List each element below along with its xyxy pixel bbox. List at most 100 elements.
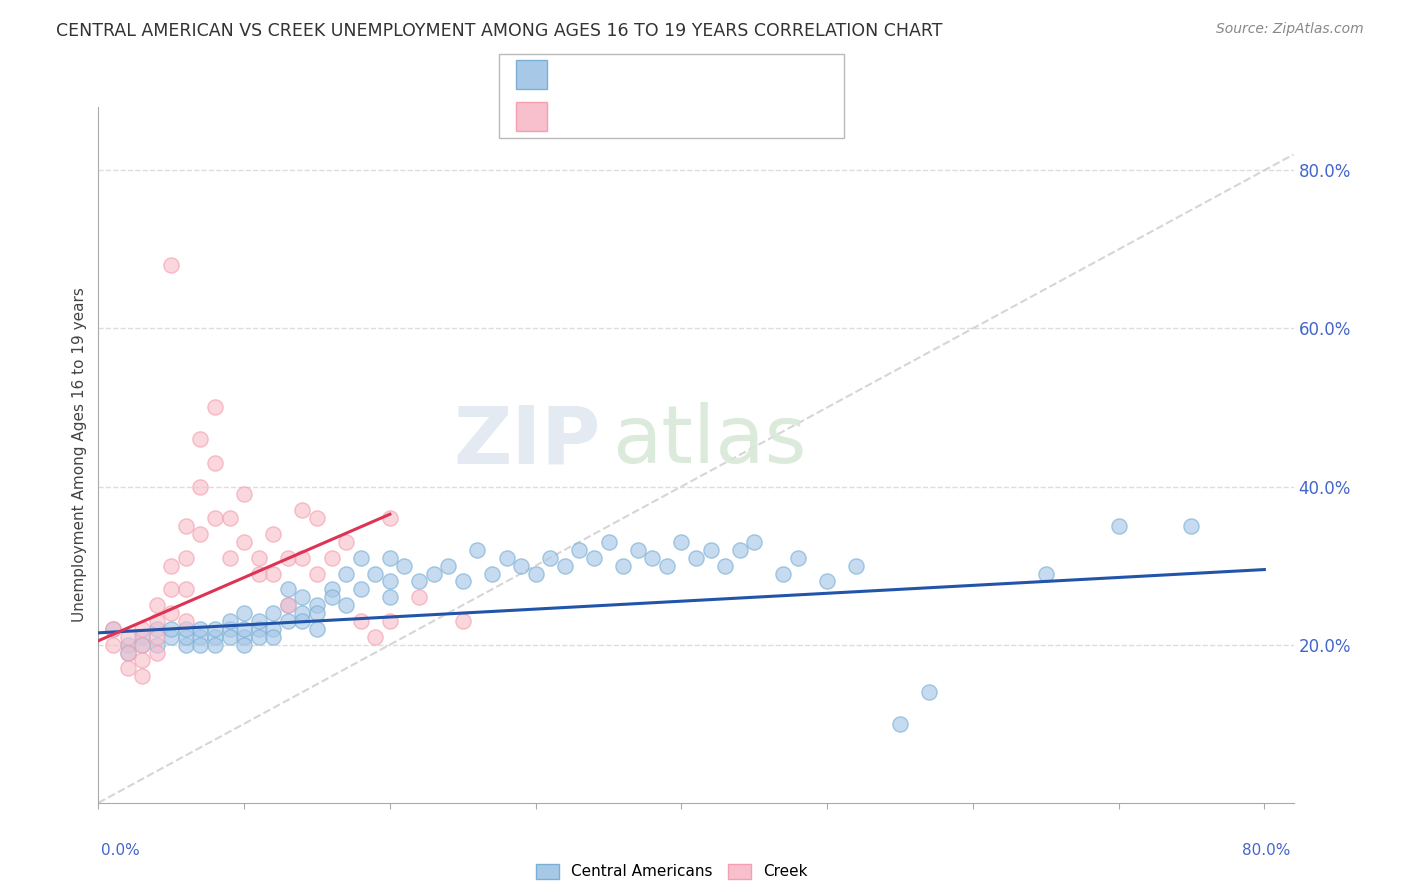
Point <box>174 614 197 628</box>
Point <box>495 550 517 565</box>
Point <box>262 606 284 620</box>
Point <box>174 582 197 597</box>
Point <box>612 558 634 573</box>
Point <box>538 550 561 565</box>
Point <box>190 630 212 644</box>
Point <box>378 511 401 525</box>
Point <box>204 401 226 415</box>
Point <box>131 622 153 636</box>
Point <box>305 566 328 581</box>
Point <box>233 630 256 644</box>
Point <box>364 566 387 581</box>
Point <box>291 503 314 517</box>
Point <box>291 550 314 565</box>
Point <box>204 638 226 652</box>
Point <box>582 550 605 565</box>
Point <box>174 638 197 652</box>
Point <box>291 606 314 620</box>
Point <box>321 550 343 565</box>
Point <box>262 527 284 541</box>
Point <box>101 622 124 636</box>
Point <box>160 630 183 644</box>
Point <box>131 669 153 683</box>
Text: ZIP: ZIP <box>453 402 600 480</box>
Point <box>174 550 197 565</box>
Point <box>218 511 240 525</box>
Point <box>699 542 721 557</box>
Point <box>101 638 124 652</box>
Point <box>714 558 737 573</box>
Point <box>787 550 810 565</box>
Point <box>218 614 240 628</box>
Point <box>408 574 430 589</box>
Point <box>131 630 153 644</box>
Text: Source: ZipAtlas.com: Source: ZipAtlas.com <box>1216 22 1364 37</box>
Point <box>233 638 256 652</box>
Point <box>233 606 256 620</box>
Point <box>131 638 153 652</box>
Point <box>204 630 226 644</box>
Point <box>277 598 299 612</box>
Point <box>321 591 343 605</box>
Legend: Central Americans, Creek: Central Americans, Creek <box>530 857 814 886</box>
Point <box>117 638 139 652</box>
Point <box>190 432 212 446</box>
Point <box>247 566 270 581</box>
Point <box>160 606 183 620</box>
Point <box>190 479 212 493</box>
Point <box>101 622 124 636</box>
Y-axis label: Unemployment Among Ages 16 to 19 years: Unemployment Among Ages 16 to 19 years <box>72 287 87 623</box>
Point <box>378 550 401 565</box>
Point <box>394 558 416 573</box>
Point <box>117 646 139 660</box>
Point <box>277 582 299 597</box>
Point <box>160 582 183 597</box>
Point <box>190 638 212 652</box>
Point <box>524 566 547 581</box>
Point <box>233 622 256 636</box>
Point <box>510 558 533 573</box>
Point <box>772 566 794 581</box>
Point <box>350 614 373 628</box>
Point <box>145 614 167 628</box>
Point <box>291 591 314 605</box>
Point <box>451 614 474 628</box>
Point <box>218 622 240 636</box>
Point <box>378 591 401 605</box>
Text: R = 0.301   N = 49: R = 0.301 N = 49 <box>558 108 728 126</box>
Point <box>277 614 299 628</box>
Point <box>467 542 489 557</box>
Text: 80.0%: 80.0% <box>1243 843 1291 858</box>
Point <box>568 542 591 557</box>
Point <box>277 550 299 565</box>
Point <box>218 630 240 644</box>
Point <box>845 558 868 573</box>
Point <box>378 574 401 589</box>
Point <box>451 574 474 589</box>
Point <box>262 630 284 644</box>
Point <box>889 716 911 731</box>
Point <box>131 638 153 652</box>
Point <box>685 550 707 565</box>
Point <box>598 534 620 549</box>
Point <box>305 606 328 620</box>
Point <box>145 646 167 660</box>
Point <box>174 630 197 644</box>
Point <box>1035 566 1057 581</box>
Point <box>437 558 460 573</box>
Point <box>160 558 183 573</box>
Point <box>160 622 183 636</box>
Point <box>117 646 139 660</box>
Text: 0.0%: 0.0% <box>101 843 141 858</box>
Point <box>233 534 256 549</box>
Point <box>291 614 314 628</box>
Point <box>218 550 240 565</box>
Point <box>190 527 212 541</box>
Point <box>262 622 284 636</box>
Point <box>671 534 693 549</box>
Point <box>335 598 357 612</box>
Point <box>247 622 270 636</box>
Point <box>364 630 387 644</box>
Point <box>190 622 212 636</box>
Point <box>378 614 401 628</box>
